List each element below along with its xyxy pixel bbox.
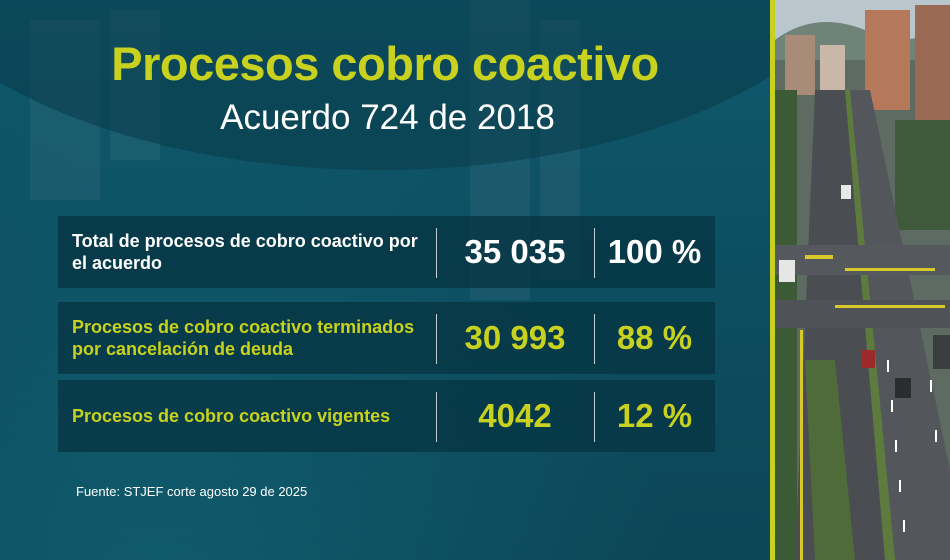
- source-note: Fuente: STJEF corte agosto 29 de 2025: [76, 484, 308, 499]
- column-divider: [436, 314, 437, 364]
- street-aerial-photo: [775, 0, 950, 560]
- row-label: Procesos de cobro coactivo terminados po…: [72, 317, 415, 359]
- stats-row-total: Total de procesos de cobro coactivo por …: [58, 216, 715, 288]
- page-subtitle: Acuerdo 724 de 2018: [220, 98, 555, 137]
- row-count: 35 035: [464, 233, 566, 270]
- column-divider: [436, 392, 437, 442]
- row-percent: 12 %: [616, 397, 693, 434]
- column-divider: [594, 392, 595, 442]
- row-count: 4042: [478, 397, 552, 434]
- accent-stripe: [770, 0, 775, 560]
- row-label: Total de procesos de cobro coactivo por …: [72, 231, 418, 273]
- row-percent: 88 %: [616, 319, 693, 356]
- row-count: 30 993: [464, 319, 566, 356]
- column-divider: [594, 314, 595, 364]
- stats-row-active: Procesos de cobro coactivo vigentes 4042…: [58, 380, 715, 452]
- column-divider: [436, 228, 437, 278]
- column-divider: [594, 228, 595, 278]
- row-percent: 100 %: [607, 233, 702, 270]
- stats-row-terminated: Procesos de cobro coactivo terminados po…: [58, 302, 715, 374]
- row-label: Procesos de cobro coactivo vigentes: [72, 406, 391, 426]
- page-title: Procesos cobro coactivo: [111, 37, 659, 90]
- street-photo-illustration: [775, 0, 950, 560]
